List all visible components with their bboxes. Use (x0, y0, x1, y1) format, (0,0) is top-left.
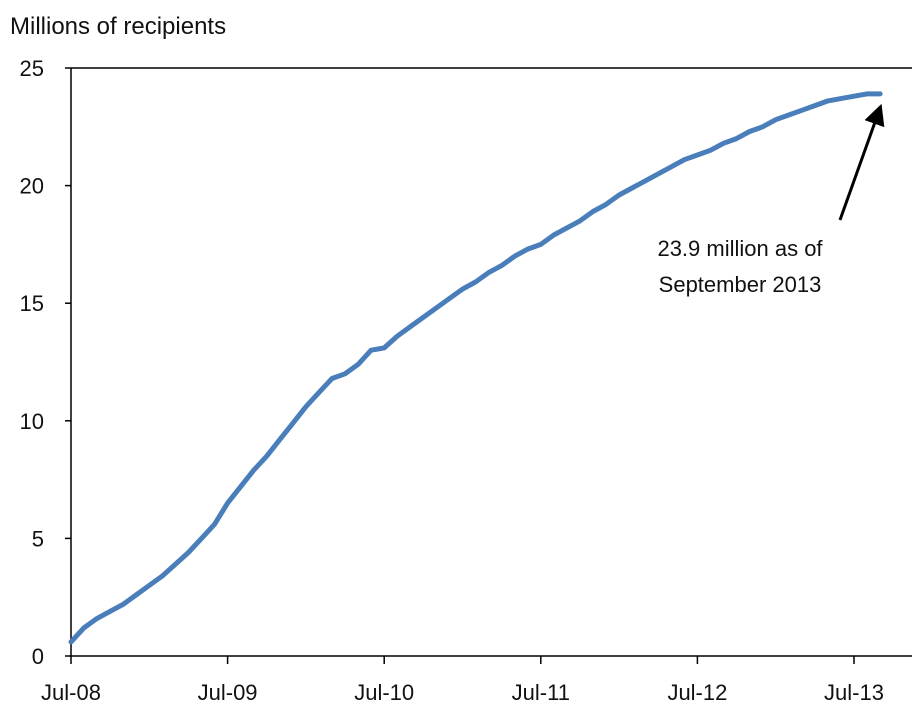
annotation-line-2: September 2013 (659, 272, 822, 297)
x-ticks: Jul-08 Jul-09 Jul-10 Jul-11 Jul-12 Jul-13 (41, 656, 884, 705)
x-tick-label: Jul-10 (354, 680, 414, 705)
x-tick-label: Jul-12 (667, 680, 727, 705)
y-ticks: 0 5 10 15 20 25 (20, 56, 71, 669)
annotation-arrow (838, 103, 885, 221)
y-tick-label: 0 (32, 644, 44, 669)
y-tick-label: 5 (32, 526, 44, 551)
x-tick-label: Jul-09 (198, 680, 258, 705)
x-tick-label: Jul-11 (512, 680, 570, 705)
y-axis-label: Millions of recipients (10, 13, 226, 40)
x-tick-label: Jul-13 (824, 680, 884, 705)
series-line (68, 91, 883, 645)
annotation-line-1: 23.9 million as of (657, 236, 823, 261)
annotation: 23.9 million as of September 2013 (657, 103, 885, 297)
series-layer (68, 91, 883, 645)
y-tick-label: 25 (20, 56, 44, 81)
axes (70, 67, 912, 657)
y-tick-label: 15 (20, 291, 44, 316)
x-tick-label: Jul-08 (41, 680, 101, 705)
y-tick-label: 20 (20, 174, 44, 199)
y-tick-label: 10 (20, 409, 44, 434)
